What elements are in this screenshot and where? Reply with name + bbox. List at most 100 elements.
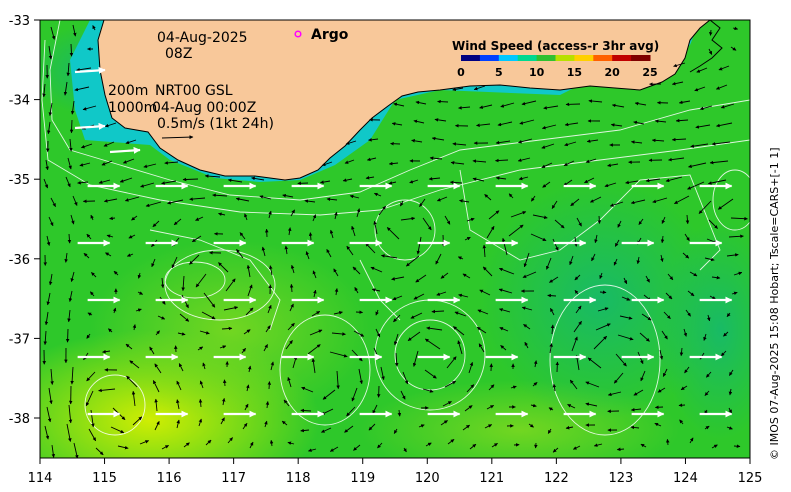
- current-vector: [219, 345, 227, 349]
- current-vector: [413, 293, 425, 300]
- current-vector: [108, 328, 113, 333]
- colorbar-segment: [536, 55, 556, 61]
- current-vector: [533, 360, 538, 368]
- current-vector: [495, 158, 509, 163]
- current-vector: [128, 234, 136, 239]
- current-vector: [593, 443, 603, 447]
- current-vector: [300, 408, 312, 413]
- current-vector: [638, 218, 644, 225]
- current-vector: [46, 235, 51, 246]
- current-vector: [66, 423, 72, 442]
- current-vector: [453, 326, 465, 336]
- current-vector: [287, 227, 292, 236]
- current-vector: [617, 334, 634, 341]
- current-vector: [74, 86, 90, 92]
- current-vector: [530, 195, 536, 202]
- current-vector: [329, 351, 348, 358]
- current-vector: [304, 199, 316, 203]
- argo-label: Argo: [311, 27, 349, 43]
- current-vector: [152, 380, 160, 393]
- current-vector: [477, 309, 489, 315]
- lon-tick-label: 117: [221, 471, 246, 486]
- current-vector: [344, 425, 354, 433]
- current-vector: [495, 176, 507, 180]
- current-vector: [245, 307, 254, 316]
- current-vector: [523, 252, 530, 268]
- current-vector: [645, 178, 661, 183]
- colorbar-segment: [574, 55, 594, 61]
- current-vector: [189, 254, 200, 265]
- current-vector: [733, 271, 743, 276]
- current-vector: [484, 194, 492, 201]
- current-vector: [486, 225, 495, 239]
- colorbar-segment: [555, 55, 575, 61]
- current-vector: [585, 402, 598, 407]
- current-vector: [662, 368, 668, 377]
- coastline: [97, 20, 711, 181]
- lat-tick-label: -33: [9, 14, 30, 29]
- current-vector: [563, 179, 573, 187]
- lon-tick-label: 123: [608, 471, 633, 486]
- current-vector: [199, 380, 204, 389]
- current-vector: [613, 372, 624, 384]
- current-vector: [305, 251, 310, 260]
- current-vector: [522, 271, 537, 278]
- current-vector: [652, 197, 668, 204]
- current-vector: [498, 288, 513, 294]
- current-vector: [704, 390, 710, 396]
- current-vector: [195, 216, 204, 221]
- current-vector: [292, 355, 298, 369]
- colorbar-segment: [517, 55, 538, 61]
- cool-anomaly: [660, 220, 750, 440]
- current-vector: [709, 295, 716, 300]
- current-vector: [247, 284, 253, 297]
- current-vector: [201, 311, 216, 320]
- current-vector: [571, 336, 578, 352]
- colorbar-segment: [593, 55, 613, 61]
- current-vector: [117, 445, 129, 450]
- current-vector: [616, 447, 625, 452]
- warm-anomaly: [90, 240, 370, 420]
- longitude-axis: 114 115 116 117 118 119 120 121 122 123 124 125: [28, 458, 763, 486]
- lon-tick-label: 125: [738, 471, 763, 486]
- current-vector: [497, 121, 513, 127]
- current-vector: [715, 84, 728, 90]
- lon-tick-label: 120: [415, 471, 440, 486]
- current-vector: [482, 266, 493, 277]
- current-vector: [411, 139, 423, 143]
- current-vector: [668, 157, 685, 162]
- current-vector: [431, 309, 445, 314]
- current-vector: [541, 162, 553, 168]
- current-vector: [440, 272, 449, 279]
- lon-tick-label: 114: [28, 471, 53, 486]
- current-vector: [161, 180, 177, 185]
- current-vector: [282, 193, 294, 198]
- current-vector: [244, 213, 248, 221]
- current-vector: [129, 360, 140, 369]
- current-vector: [619, 315, 633, 320]
- current-vector: [110, 426, 125, 434]
- current-vector: [422, 388, 434, 393]
- current-vector: [671, 137, 687, 142]
- current-vector: [106, 234, 114, 238]
- current-vector: [444, 380, 457, 388]
- current-vector: [458, 106, 471, 110]
- current-vector: [682, 252, 690, 259]
- current-vector: [64, 252, 68, 263]
- current-vector: [585, 381, 600, 388]
- current-vector: [613, 258, 618, 266]
- current-vector: [665, 292, 673, 300]
- current-vector: [457, 340, 463, 355]
- current-vector: [43, 178, 49, 189]
- current-vector: [574, 236, 578, 247]
- current-vector: [70, 100, 75, 115]
- current-vector: [191, 235, 202, 243]
- current-vector: [574, 274, 581, 281]
- current-vector: [373, 220, 378, 235]
- current-vector: [68, 404, 73, 424]
- current-vector: [354, 287, 359, 294]
- current-vector: [585, 158, 597, 163]
- current-vector: [287, 441, 295, 445]
- credit-text: © IMOS 07-Aug-2025 15:08 Hobart; Tscale=…: [768, 147, 781, 460]
- current-vector: [48, 216, 54, 227]
